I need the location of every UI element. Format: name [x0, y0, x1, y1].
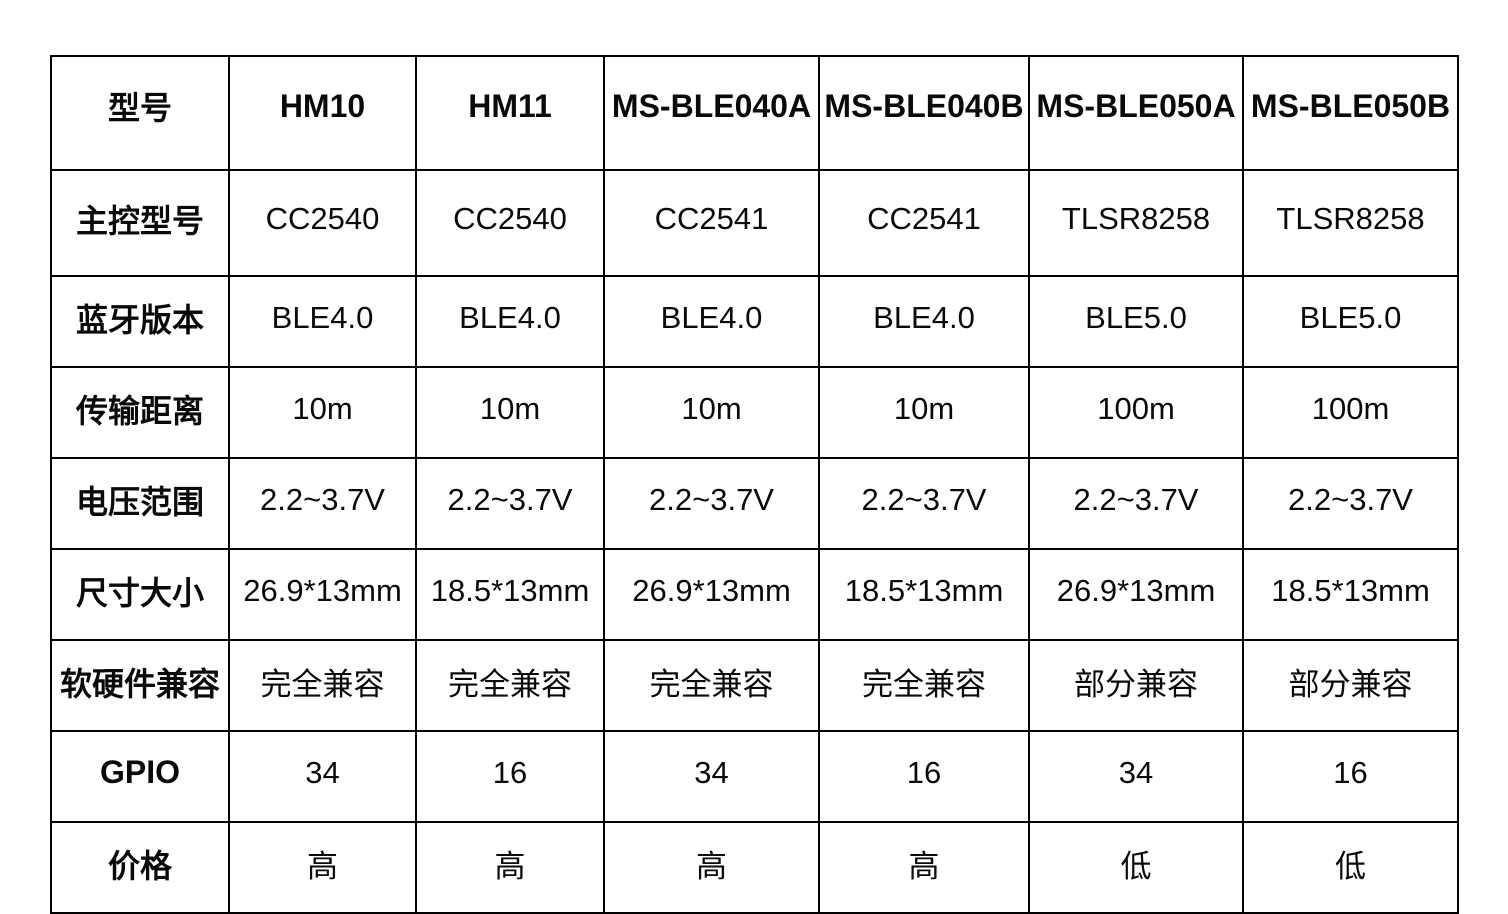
table-cell: 低 — [1028, 821, 1244, 914]
column-header-hm11: HM11 — [415, 55, 605, 171]
table-row: 软硬件兼容 完全兼容 完全兼容 完全兼容 完全兼容 部分兼容 部分兼容 — [50, 639, 1459, 732]
row-label: 电压范围 — [50, 457, 230, 550]
table-cell: 16 — [1242, 730, 1459, 823]
table-row: 蓝牙版本 BLE4.0 BLE4.0 BLE4.0 BLE4.0 BLE5.0 BLE5.0 — [50, 275, 1459, 368]
table-header-row: 型号 HM10 HM11 MS-BLE040A MS-BLE040B MS-BLE050A… — [50, 55, 1459, 171]
table-cell: 部分兼容 — [1242, 639, 1459, 732]
table-row: 电压范围 2.2~3.7V 2.2~3.7V 2.2~3.7V 2.2~3.7V 2.2~… — [50, 457, 1459, 550]
table-cell: CC2540 — [228, 169, 417, 277]
row-label: 尺寸大小 — [50, 548, 230, 641]
row-label: 主控型号 — [50, 169, 230, 277]
table-cell: 18.5*13mm — [1242, 548, 1459, 641]
table-cell: TLSR8258 — [1242, 169, 1459, 277]
table-cell: 10m — [415, 366, 605, 459]
table-cell: 高 — [603, 821, 820, 914]
table-cell: 高 — [415, 821, 605, 914]
table-cell: 18.5*13mm — [818, 548, 1030, 641]
row-label: 软硬件兼容 — [50, 639, 230, 732]
table-cell: 10m — [603, 366, 820, 459]
table-cell: BLE4.0 — [818, 275, 1030, 368]
table-cell: 完全兼容 — [603, 639, 820, 732]
table-cell: 18.5*13mm — [415, 548, 605, 641]
table-cell: BLE5.0 — [1028, 275, 1244, 368]
table-cell: CC2541 — [818, 169, 1030, 277]
row-label: 蓝牙版本 — [50, 275, 230, 368]
table-cell: 高 — [228, 821, 417, 914]
table-row: 主控型号 CC2540 CC2540 CC2541 CC2541 TLSR8258 TLSR… — [50, 169, 1459, 277]
column-header-ms-ble040a: MS-BLE040A — [603, 55, 820, 171]
column-header-hm10: HM10 — [228, 55, 417, 171]
table-row: 传输距离 10m 10m 10m 10m 100m 100m — [50, 366, 1459, 459]
table-cell: 26.9*13mm — [603, 548, 820, 641]
table-cell: BLE4.0 — [603, 275, 820, 368]
table-cell: 10m — [228, 366, 417, 459]
table-cell: BLE4.0 — [228, 275, 417, 368]
table-cell: 34 — [603, 730, 820, 823]
table-cell: 100m — [1242, 366, 1459, 459]
table-cell: 部分兼容 — [1028, 639, 1244, 732]
table-cell: 100m — [1028, 366, 1244, 459]
ble-module-comparison-table: 型号 HM10 HM11 MS-BLE040A MS-BLE040B MS-BLE050A… — [50, 55, 1459, 914]
table-cell: 完全兼容 — [415, 639, 605, 732]
table-cell: 完全兼容 — [228, 639, 417, 732]
row-label: GPIO — [50, 730, 230, 823]
table-cell: 34 — [228, 730, 417, 823]
table-cell: 2.2~3.7V — [1242, 457, 1459, 550]
table-row: 尺寸大小 26.9*13mm 18.5*13mm 26.9*13mm 18.5*13mm… — [50, 548, 1459, 641]
table-cell: 16 — [818, 730, 1030, 823]
table-cell: 2.2~3.7V — [228, 457, 417, 550]
table-cell: 26.9*13mm — [228, 548, 417, 641]
table-row: 价格高高高高低低 — [50, 821, 1459, 914]
table-cell: 2.2~3.7V — [415, 457, 605, 550]
table-cell: 低 — [1242, 821, 1459, 914]
table-cell: 26.9*13mm — [1028, 548, 1244, 641]
table-cell: BLE5.0 — [1242, 275, 1459, 368]
table-body: 型号 HM10 HM11 MS-BLE040A MS-BLE040B MS-BLE050A… — [50, 55, 1459, 914]
table-cell: 2.2~3.7V — [1028, 457, 1244, 550]
table-cell: 高 — [818, 821, 1030, 914]
row-label: 传输距离 — [50, 366, 230, 459]
table-cell: BLE4.0 — [415, 275, 605, 368]
table-cell: 2.2~3.7V — [818, 457, 1030, 550]
table-cell: 2.2~3.7V — [603, 457, 820, 550]
table-cell: CC2540 — [415, 169, 605, 277]
table-cell: TLSR8258 — [1028, 169, 1244, 277]
table-cell: CC2541 — [603, 169, 820, 277]
corner-header-model: 型号 — [50, 55, 230, 171]
table-cell: 34 — [1028, 730, 1244, 823]
column-header-ms-ble050b: MS-BLE050B — [1242, 55, 1459, 171]
table-row: GPIO 34 16 34 16 34 16 — [50, 730, 1459, 823]
row-label: 价格 — [50, 821, 230, 914]
table-cell: 16 — [415, 730, 605, 823]
table-cell: 完全兼容 — [818, 639, 1030, 732]
column-header-ms-ble050a: MS-BLE050A — [1028, 55, 1244, 171]
column-header-ms-ble040b: MS-BLE040B — [818, 55, 1030, 171]
table-cell: 10m — [818, 366, 1030, 459]
